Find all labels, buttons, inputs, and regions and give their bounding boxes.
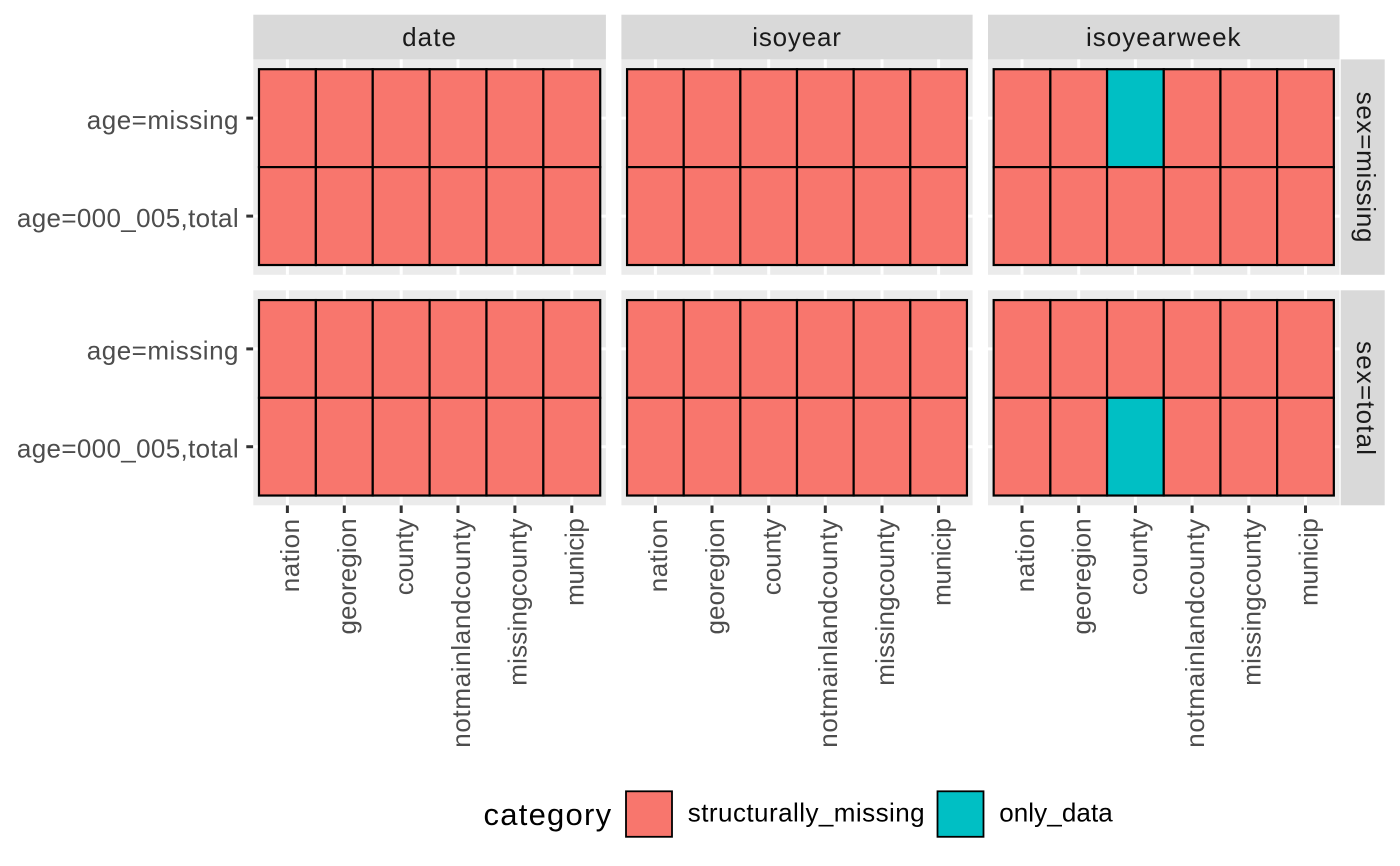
svg-text:georegion: georegion	[1067, 518, 1097, 634]
svg-text:municip: municip	[926, 518, 956, 606]
svg-text:county: county	[757, 518, 787, 595]
svg-text:age=000_005,total: age=000_005,total	[17, 203, 239, 233]
svg-text:nation: nation	[643, 518, 673, 592]
svg-text:notmainlandcounty: notmainlandcounty	[813, 518, 843, 747]
svg-text:only_data: only_data	[999, 798, 1113, 828]
svg-text:georegion: georegion	[332, 518, 362, 634]
svg-text:missingcounty: missingcounty	[503, 518, 533, 685]
svg-text:missingcounty: missingcounty	[870, 518, 900, 685]
svg-text:notmainlandcounty: notmainlandcounty	[446, 518, 476, 747]
svg-text:missingcounty: missingcounty	[1237, 518, 1267, 685]
svg-text:nation: nation	[275, 518, 305, 592]
svg-text:notmainlandcounty: notmainlandcounty	[1180, 518, 1210, 747]
svg-text:county: county	[1123, 518, 1153, 595]
svg-text:sex=missing: sex=missing	[1351, 92, 1381, 243]
svg-text:age=000_005,total: age=000_005,total	[17, 433, 239, 463]
svg-text:municip: municip	[560, 518, 590, 606]
svg-text:age=missing: age=missing	[87, 336, 239, 366]
svg-text:georegion: georegion	[700, 518, 730, 634]
svg-text:isoyear: isoyear	[752, 22, 841, 52]
svg-text:isoyearweek: isoyearweek	[1086, 22, 1242, 52]
svg-text:category: category	[484, 797, 613, 832]
svg-text:sex=total: sex=total	[1351, 341, 1381, 456]
svg-text:nation: nation	[1010, 518, 1040, 592]
svg-text:county: county	[389, 518, 419, 595]
svg-text:structurally_missing: structurally_missing	[688, 798, 925, 828]
svg-text:municip: municip	[1293, 518, 1323, 606]
svg-text:age=missing: age=missing	[87, 105, 239, 135]
svg-text:date: date	[402, 22, 457, 52]
